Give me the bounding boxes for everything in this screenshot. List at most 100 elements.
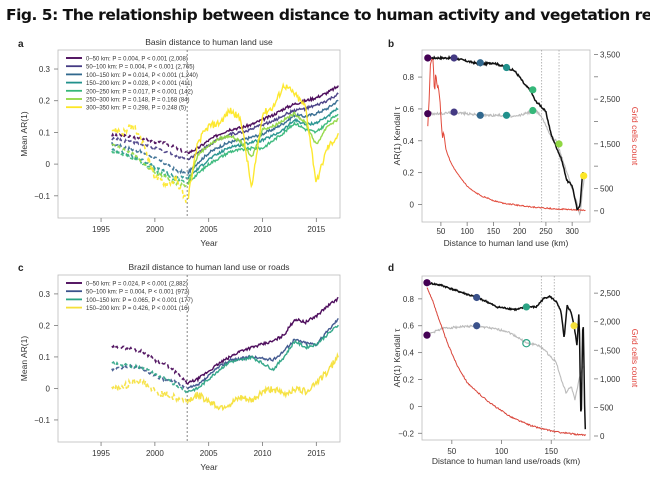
distance-band-marker — [476, 59, 484, 67]
grid-count-line — [427, 57, 586, 212]
y-tick-label: 0 — [46, 384, 51, 393]
right-y-tick-label: 2,000 — [600, 318, 621, 327]
series-line-dashed — [111, 150, 188, 184]
x-tick-label: 150 — [487, 227, 501, 236]
right-y-tick-label: 1,000 — [600, 375, 621, 384]
series-line-dashed — [111, 376, 188, 404]
y-tick-label: −0.1 — [34, 416, 50, 425]
series-line — [186, 85, 339, 155]
x-tick-label: 200 — [513, 227, 527, 236]
panel-label-b: b — [388, 39, 394, 50]
y-tick-label: 0.4 — [403, 349, 415, 358]
right-y-tick-label: 0 — [600, 207, 605, 216]
series-line — [187, 92, 339, 161]
right-y-tick-label: 3,500 — [600, 50, 621, 59]
distance-band-marker — [502, 111, 511, 119]
y-tick-label: 0.1 — [39, 353, 51, 362]
x-axis-label: Distance to human land use/roads (km) — [432, 456, 581, 466]
distance-band-marker — [529, 106, 537, 115]
kendall-line-black — [427, 55, 587, 211]
right-y-tick-label: 0 — [600, 432, 605, 441]
x-tick-label: 2015 — [307, 225, 325, 234]
series-line — [187, 107, 339, 180]
y-tick-label: 0.2 — [403, 376, 415, 385]
series-line — [186, 324, 339, 393]
y-axis-label: Mean AR(1) — [19, 336, 29, 382]
y-tick-label: 0.6 — [403, 105, 415, 114]
series-line — [186, 352, 339, 412]
series-line-dashed — [111, 121, 188, 203]
x-tick-label: 2005 — [200, 225, 218, 234]
x-tick-label: 150 — [545, 447, 559, 456]
distance-band-marker — [580, 172, 588, 180]
legend-entry: 150–200 km: P = 0.426, P < 0.001 (16) — [86, 306, 190, 312]
plot-frame — [421, 49, 591, 223]
legend-entry: 50–100 km: P = 0.004, P < 0.001 (2,765) — [86, 65, 195, 71]
distance-band-marker — [450, 108, 458, 116]
x-axis-label: Year — [200, 238, 217, 248]
distance-band-marker — [476, 111, 484, 119]
y-tick-label: 0.3 — [39, 65, 51, 74]
plot-frame — [57, 274, 341, 443]
distance-band-marker — [423, 279, 431, 287]
right-y-tick-label: 500 — [600, 184, 614, 193]
figure-title: Fig. 5: The relationship between distanc… — [6, 6, 650, 24]
series-line-dashed — [111, 360, 188, 394]
x-tick-label: 2005 — [200, 449, 218, 458]
series-line-dashed — [111, 148, 188, 181]
y-tick-label: 0.8 — [403, 295, 415, 304]
panel-c-brazil-time-series: Brazil distance to human land use or roa… — [19, 262, 341, 472]
distance-band-marker — [473, 322, 481, 330]
legend-entry: 200–250 km: P = 0.017, P < 0.001 (142) — [86, 89, 193, 95]
x-axis-label: Distance to human land use (km) — [444, 238, 569, 248]
x-tick-label: 50 — [447, 447, 456, 456]
right-y-tick-label: 2,500 — [600, 289, 621, 298]
series-line — [186, 318, 339, 390]
x-tick-label: 1995 — [92, 449, 110, 458]
series-line — [186, 296, 339, 385]
series-line — [187, 82, 339, 200]
y-tick-label: −0.1 — [34, 192, 50, 201]
series-line-dashed — [111, 364, 188, 390]
panel-a-basin-time-series: Basin distance to human land use −0.1 0 0.1… — [19, 37, 341, 248]
legend-entry: 300–350 km: P = 0.298, P = 0.248 (5) — [86, 106, 186, 112]
distance-band-marker — [522, 339, 531, 348]
y-tick-label: 0.8 — [403, 73, 415, 82]
distance-band-marker — [424, 110, 432, 118]
right-y-tick-label: 500 — [600, 403, 614, 412]
legend-entry: 0–50 km: P = 0.004, P < 0.001 (2,008) — [86, 57, 188, 63]
x-tick-label: 1995 — [92, 225, 110, 234]
right-y-tick-label: 1,500 — [600, 346, 621, 355]
legend-entry: 50–100 km: P = 0.004, P < 0.001 (972) — [86, 290, 190, 296]
panel-title: Brazil distance to human land use or roa… — [128, 262, 289, 272]
y-tick-label: 0.2 — [39, 97, 51, 106]
y-tick-label: 0 — [410, 200, 415, 209]
y-tick-label: 0.2 — [403, 169, 415, 178]
distance-band-marker — [473, 293, 481, 302]
series-line — [187, 99, 339, 175]
series-line — [187, 113, 339, 185]
y-tick-label: 0 — [46, 160, 51, 169]
y-axis-label: AR(1) Kendall τ — [392, 328, 402, 387]
x-tick-label: 2010 — [254, 225, 272, 234]
x-tick-label: 2000 — [146, 449, 164, 458]
x-tick-label: 2010 — [254, 449, 272, 458]
legend-entry: 0–50 km: P = 0.024, P < 0.001 (2,882) — [86, 282, 188, 288]
panel-label-c: c — [18, 263, 24, 274]
plot-frame — [57, 49, 341, 219]
distance-band-marker — [450, 54, 458, 62]
panel-title: Basin distance to human land use — [145, 37, 273, 47]
distance-band-marker — [570, 322, 578, 330]
x-tick-label: 100 — [495, 447, 509, 456]
distance-band-marker — [424, 54, 432, 62]
x-tick-label: 100 — [460, 227, 474, 236]
x-tick-label: 50 — [436, 227, 445, 236]
series-line-dashed — [111, 136, 188, 161]
y-tick-label: 0.2 — [39, 321, 51, 330]
series-line — [187, 111, 339, 185]
x-tick-label: 2015 — [307, 449, 325, 458]
series-line-dashed — [111, 344, 188, 385]
legend-entry: 100–150 km: P = 0.014, P < 0.001 (1,240) — [86, 73, 198, 79]
y-tick-label: −0.2 — [398, 429, 414, 438]
